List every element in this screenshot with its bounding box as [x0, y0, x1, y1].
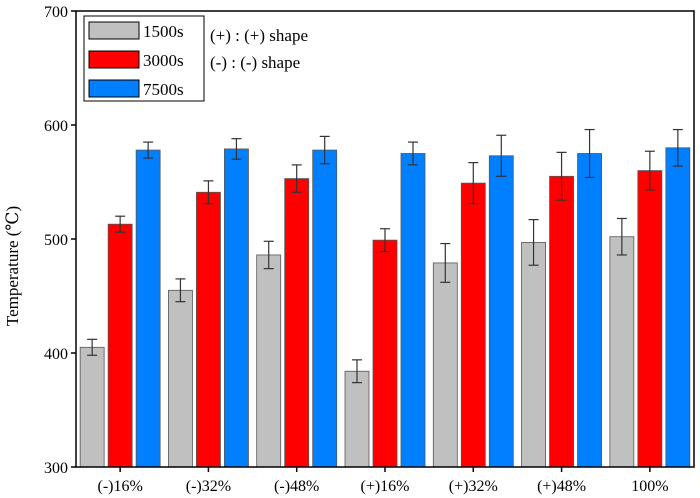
bar-1500s [344, 370, 370, 468]
bar-7500s [135, 149, 161, 468]
x-tick-label: 100% [631, 478, 668, 495]
legend-note-minus: (-) : (-) shape [210, 53, 300, 72]
legend-label-7500s: 7500s [143, 80, 184, 99]
bar-3000s [372, 239, 398, 468]
legend-note-plus: (+) : (+) shape [210, 26, 308, 45]
bar-7500s [488, 155, 514, 468]
bar-1500s [168, 289, 193, 468]
y-tick-label: 600 [44, 118, 68, 135]
bar-3000s [460, 182, 486, 468]
bar-1500s [609, 236, 635, 468]
y-tick-label: 400 [44, 346, 68, 363]
x-tick-label: (+)48% [537, 478, 586, 495]
legend-swatch-7500s [88, 79, 140, 98]
y-axis-label: Temperature (℃) [3, 206, 22, 326]
legend-label-1500s: 1500s [143, 22, 184, 41]
bar-3000s [284, 178, 310, 468]
legend-label-3000s: 3000s [143, 51, 184, 70]
legend-swatch-3000s [88, 50, 140, 69]
y-tick-label: 300 [44, 460, 68, 477]
x-tick-label: (+)16% [360, 478, 409, 495]
bar-7500s [400, 153, 426, 468]
bar-7500s [224, 148, 249, 468]
x-tick-label: (-)16% [97, 478, 142, 495]
error-bars-layer [87, 128, 683, 384]
bars-layer [79, 147, 691, 468]
bar-1500s [521, 242, 546, 468]
bar-3000s [107, 223, 133, 468]
legend-swatch-1500s [88, 21, 140, 40]
axes-layer: 300 400 500 600 700 (-)16% (-)32% (-)48% (+)16% (… [44, 4, 669, 495]
x-tick-label: (-)32% [186, 478, 231, 495]
bar-3000s [196, 191, 221, 468]
bar-1500s [256, 254, 282, 468]
bar-3000s [549, 175, 574, 468]
bar-1500s [432, 262, 458, 468]
y-tick-label: 500 [44, 232, 68, 249]
bar-3000s [637, 170, 663, 468]
bar-7500s [577, 153, 602, 468]
bar-1500s [79, 346, 105, 468]
x-tick-label: (-)48% [274, 478, 319, 495]
x-tick-label: (+)32% [449, 478, 498, 495]
legend: 1500s (+) : (+) shape 3000s (-) : (-) sh… [83, 15, 308, 102]
y-tick-label: 700 [44, 4, 68, 21]
bar-7500s [312, 149, 338, 468]
bar-7500s [665, 147, 691, 468]
